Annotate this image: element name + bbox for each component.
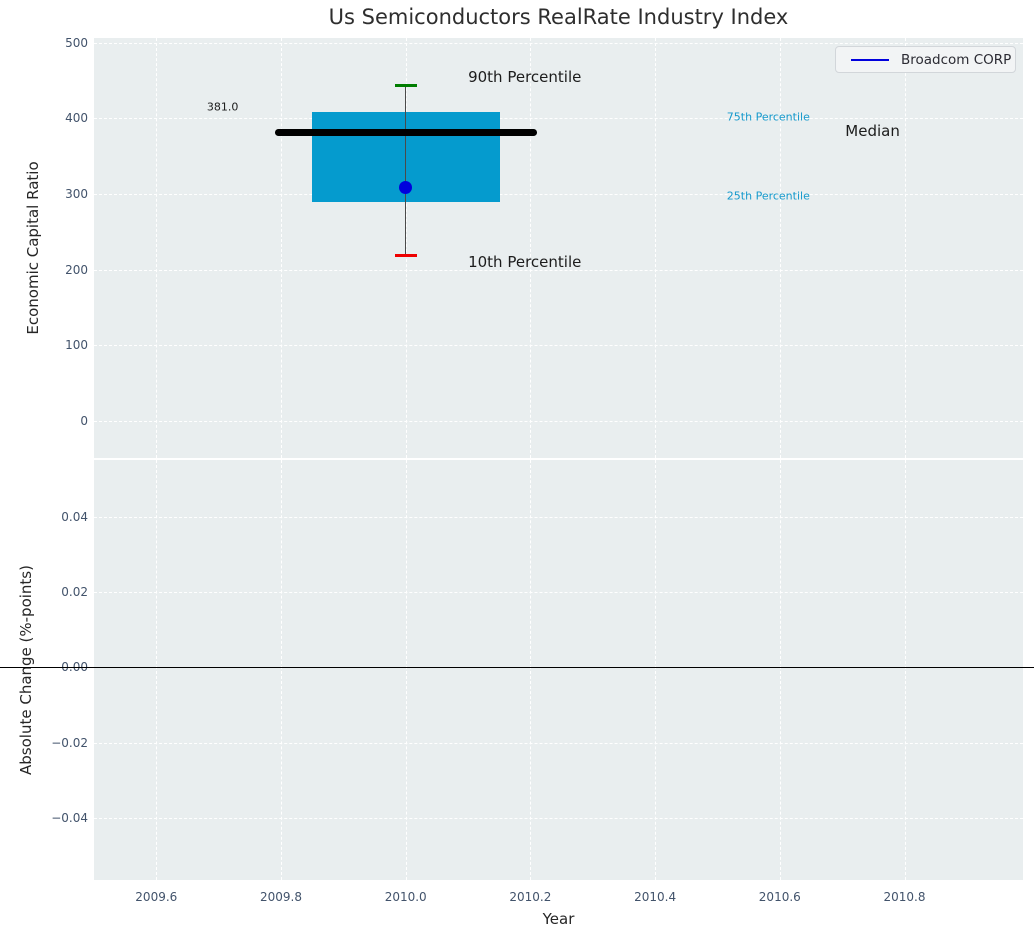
x-tick-label: 2010.8 — [883, 890, 926, 904]
annotation: 75th Percentile — [726, 110, 810, 124]
zero-line — [0, 666, 1034, 669]
y-tick-label: 500 — [65, 35, 88, 50]
y-tick-label: 300 — [65, 186, 88, 201]
x-axis-label: Year — [542, 910, 575, 928]
gridline — [94, 420, 1023, 422]
top-plot-area — [94, 38, 1023, 458]
legend: Broadcom CORP — [835, 46, 1016, 73]
x-tick-label: 2010.2 — [509, 890, 552, 904]
gridline — [655, 38, 657, 458]
gridline — [655, 460, 657, 880]
broadcom-point — [399, 181, 413, 195]
gridline — [281, 460, 282, 880]
x-tick-label: 2010.4 — [634, 890, 677, 904]
gridline — [94, 42, 1023, 44]
y-tick-label: 0.02 — [61, 585, 88, 600]
gridline — [281, 38, 282, 458]
gridline — [94, 345, 1023, 347]
gridline — [904, 460, 906, 880]
gridline — [94, 193, 1023, 195]
y-tick-label: −0.04 — [51, 810, 88, 825]
y-tick-label: −0.02 — [51, 735, 88, 750]
annotation: 10th Percentile — [468, 253, 582, 271]
x-tick-label: 2010.0 — [384, 890, 427, 904]
gridline — [904, 38, 906, 458]
y-tick-label: 100 — [65, 338, 88, 353]
gridline — [94, 269, 1023, 271]
gridline — [94, 592, 1023, 594]
x-tick-label: 2010.6 — [758, 890, 801, 904]
chart-title: Us Semiconductors RealRate Industry Inde… — [328, 5, 789, 29]
cap-10th-percentile — [394, 253, 417, 257]
gridline — [779, 38, 781, 458]
gridline — [94, 742, 1023, 744]
gridline — [94, 817, 1023, 819]
legend-label: Broadcom CORP — [901, 51, 1012, 68]
annotation: 381.0 — [206, 100, 239, 114]
annotation: 90th Percentile — [468, 67, 582, 86]
annotation: Median — [845, 122, 900, 141]
whisker-line — [405, 85, 407, 256]
x-tick-label: 2009.8 — [260, 890, 302, 904]
legend-line-sample — [851, 58, 889, 61]
gridline — [779, 460, 781, 880]
y-tick-label: 0 — [80, 413, 88, 428]
y-tick-label: 0.04 — [61, 509, 88, 524]
gridline — [156, 38, 158, 458]
gridline — [94, 118, 1023, 120]
x-tick-label: 2009.6 — [135, 890, 178, 904]
y-tick-label: 400 — [65, 111, 88, 126]
gridline — [405, 460, 407, 880]
gridline — [530, 38, 532, 458]
gridline — [156, 460, 158, 880]
cap-90th-percentile — [394, 84, 417, 88]
gridline — [94, 516, 1023, 518]
y-tick-label: 200 — [65, 262, 88, 277]
bottom-plot-area — [94, 460, 1023, 880]
median-line — [274, 129, 537, 136]
annotation: 25th Percentile — [726, 189, 810, 203]
gridline — [530, 460, 532, 880]
